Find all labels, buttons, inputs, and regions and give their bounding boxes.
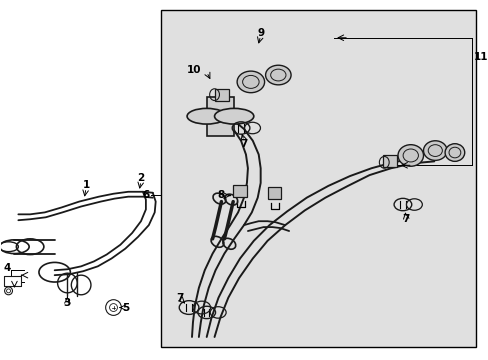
Bar [160,10,474,347]
Bar [214,89,229,100]
Text: 7: 7 [240,139,247,149]
Ellipse shape [237,71,264,93]
Text: 7: 7 [401,214,409,224]
Text: 1: 1 [82,180,89,190]
Bar [3,276,21,286]
Text: 8: 8 [217,190,224,200]
Bar [233,185,246,197]
Text: 4: 4 [3,263,11,273]
Text: 10: 10 [187,65,202,75]
Text: 2: 2 [137,173,144,183]
Ellipse shape [423,141,446,160]
Text: 11: 11 [472,52,487,62]
Text: 7: 7 [176,293,183,303]
Text: 3: 3 [63,298,71,308]
Bar [267,187,281,199]
Ellipse shape [444,144,464,161]
Ellipse shape [187,108,226,124]
Text: 5: 5 [122,302,130,312]
Text: 9: 9 [257,28,264,38]
Text: 6: 6 [142,190,149,200]
Bar [206,96,234,136]
Ellipse shape [265,65,290,85]
Bar [383,156,396,167]
Ellipse shape [214,108,253,124]
Ellipse shape [397,145,423,166]
